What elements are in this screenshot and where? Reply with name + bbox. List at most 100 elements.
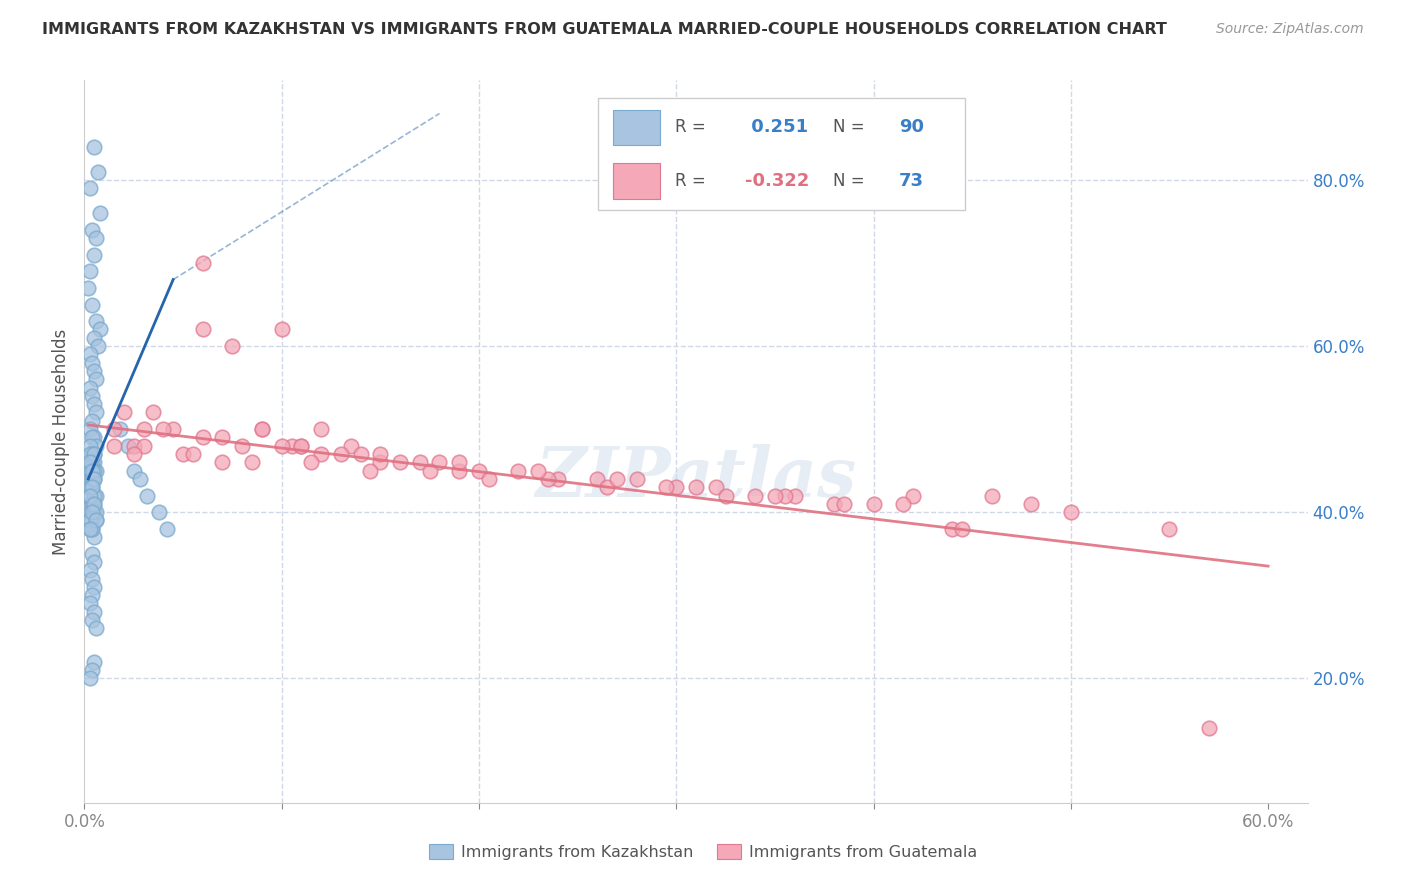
Point (79, 347, 101, 361)
Point (773, 489, 796, 503)
Point (231, 439, 253, 453)
Point (82, 522, 104, 536)
Point (478, 472, 501, 486)
Point (626, 472, 648, 486)
Point (82, 414, 104, 428)
Point (191, 256, 214, 270)
Text: IMMIGRANTS FROM KAZAKHSTAN VS IMMIGRANTS FROM GUATEMALA MARRIED-COUPLE HOUSEHOLD: IMMIGRANTS FROM KAZAKHSTAN VS IMMIGRANTS… (42, 22, 1167, 37)
Point (655, 480, 678, 494)
Point (79, 380, 101, 394)
Point (82, 356, 104, 370)
Point (79, 522, 101, 536)
Point (714, 489, 737, 503)
Point (79, 513, 101, 527)
Y-axis label: Married-couple Households: Married-couple Households (52, 328, 70, 555)
Point (349, 447, 371, 461)
Point (299, 455, 322, 469)
Point (82, 223, 104, 237)
Point (82, 480, 104, 494)
Point (823, 497, 845, 511)
Point (82, 472, 104, 486)
Point (83, 397, 105, 411)
Point (419, 464, 441, 478)
Point (744, 489, 766, 503)
Point (547, 472, 569, 486)
Point (409, 455, 432, 469)
Point (103, 422, 125, 436)
Point (152, 422, 174, 436)
Point (156, 522, 179, 536)
Point (84, 372, 107, 386)
Point (79, 480, 101, 494)
Point (83, 497, 105, 511)
Point (77, 281, 100, 295)
Point (1198, 721, 1220, 735)
Point (84, 513, 107, 527)
Point (132, 422, 155, 436)
Point (82, 297, 104, 311)
Point (79, 480, 101, 494)
Point (84, 314, 107, 328)
Point (83, 447, 105, 461)
Point (84, 464, 107, 478)
Point (112, 405, 135, 419)
Point (221, 339, 243, 353)
Point (103, 439, 125, 453)
Point (82, 497, 104, 511)
Point (84, 439, 107, 453)
Point (87, 164, 110, 178)
Point (359, 464, 381, 478)
Point (83, 248, 105, 262)
Point (83, 139, 105, 153)
Point (191, 430, 214, 444)
Point (290, 439, 312, 453)
Point (83, 605, 105, 619)
Point (82, 447, 104, 461)
Point (82, 547, 104, 561)
Point (665, 480, 688, 494)
Point (77, 489, 100, 503)
Point (763, 489, 786, 503)
Point (211, 430, 233, 444)
Point (368, 455, 391, 469)
Point (950, 522, 973, 536)
Point (79, 439, 101, 453)
Point (84, 231, 107, 245)
Point (122, 439, 145, 453)
Point (181, 447, 204, 461)
Point (84, 513, 107, 527)
Point (83, 555, 105, 569)
Point (329, 447, 352, 461)
Point (83, 489, 105, 503)
Point (83, 580, 105, 594)
Point (83, 455, 105, 469)
Point (82, 522, 104, 536)
Legend: Immigrants from Kazakhstan, Immigrants from Guatemala: Immigrants from Kazakhstan, Immigrants f… (422, 838, 984, 866)
Point (280, 439, 302, 453)
Point (82, 389, 104, 403)
Point (87, 339, 110, 353)
Point (122, 447, 145, 461)
Point (309, 447, 332, 461)
Point (891, 497, 914, 511)
Point (84, 405, 107, 419)
Point (84, 621, 107, 635)
Point (389, 455, 412, 469)
Text: Source: ZipAtlas.com: Source: ZipAtlas.com (1216, 22, 1364, 37)
Point (270, 439, 292, 453)
Point (83, 472, 105, 486)
Point (83, 447, 105, 461)
Point (862, 497, 884, 511)
Text: ZIPatlas: ZIPatlas (536, 444, 856, 511)
Point (117, 439, 139, 453)
Point (82, 663, 104, 677)
Point (82, 572, 104, 586)
Point (79, 489, 101, 503)
Point (162, 422, 184, 436)
Point (83, 464, 105, 478)
Point (941, 522, 963, 536)
Point (82, 464, 104, 478)
Point (240, 455, 263, 469)
Point (368, 447, 391, 461)
Point (429, 455, 451, 469)
